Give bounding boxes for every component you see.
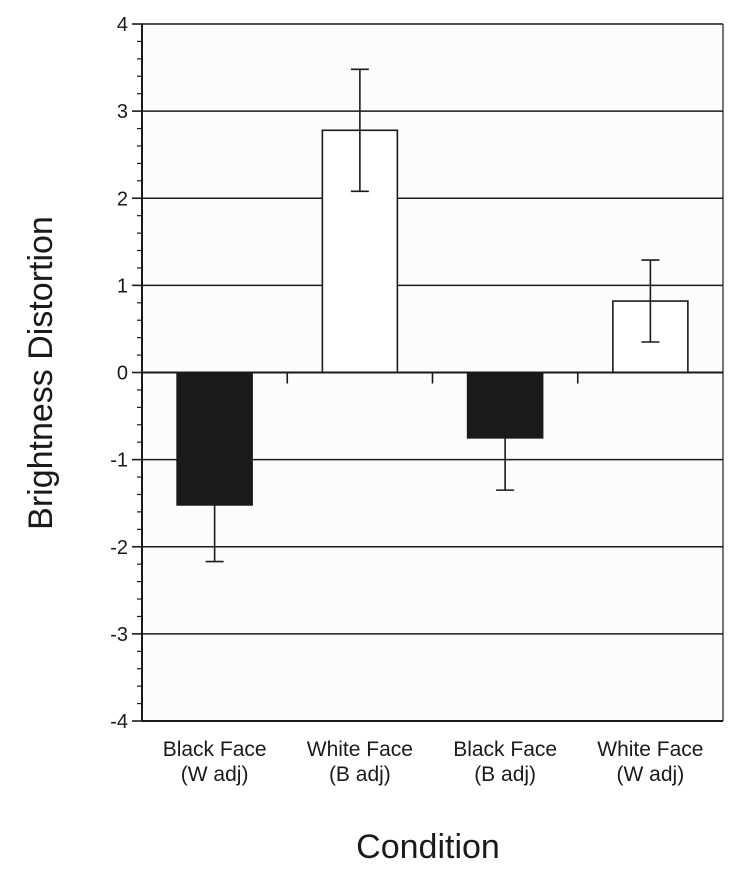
- y-tick-label: -3: [110, 624, 128, 646]
- y-tick-label: 4: [117, 14, 128, 36]
- y-tick-label: -1: [110, 450, 128, 472]
- x-category-label: Black Face: [163, 738, 267, 761]
- y-tick-label: 2: [117, 188, 128, 210]
- y-tick-label: 0: [117, 363, 128, 385]
- x-category-label: Black Face: [453, 738, 557, 761]
- x-category-label: (W adj): [617, 763, 685, 786]
- y-tick-label: 3: [117, 101, 128, 123]
- x-category-label: (B adj): [474, 763, 536, 786]
- y-tick-label: 1: [117, 275, 128, 297]
- x-axis-title: Condition: [356, 828, 500, 866]
- y-axis-title: Brightness Distortion: [22, 216, 60, 530]
- x-category-labels: Black Face(W adj)White Face(B adj)Black …: [163, 738, 704, 786]
- x-category-label: White Face: [307, 738, 413, 761]
- y-tick-label: -2: [110, 537, 128, 559]
- axes: [132, 23, 724, 722]
- error-bars: [205, 68, 660, 563]
- x-category-label: (W adj): [181, 763, 249, 786]
- x-category-label: (B adj): [329, 763, 391, 786]
- y-tick-labels: -4 -3 -2 -1 0 1 2 3 4: [110, 14, 128, 733]
- x-category-label: White Face: [597, 738, 703, 761]
- y-tick-label: -4: [110, 711, 128, 733]
